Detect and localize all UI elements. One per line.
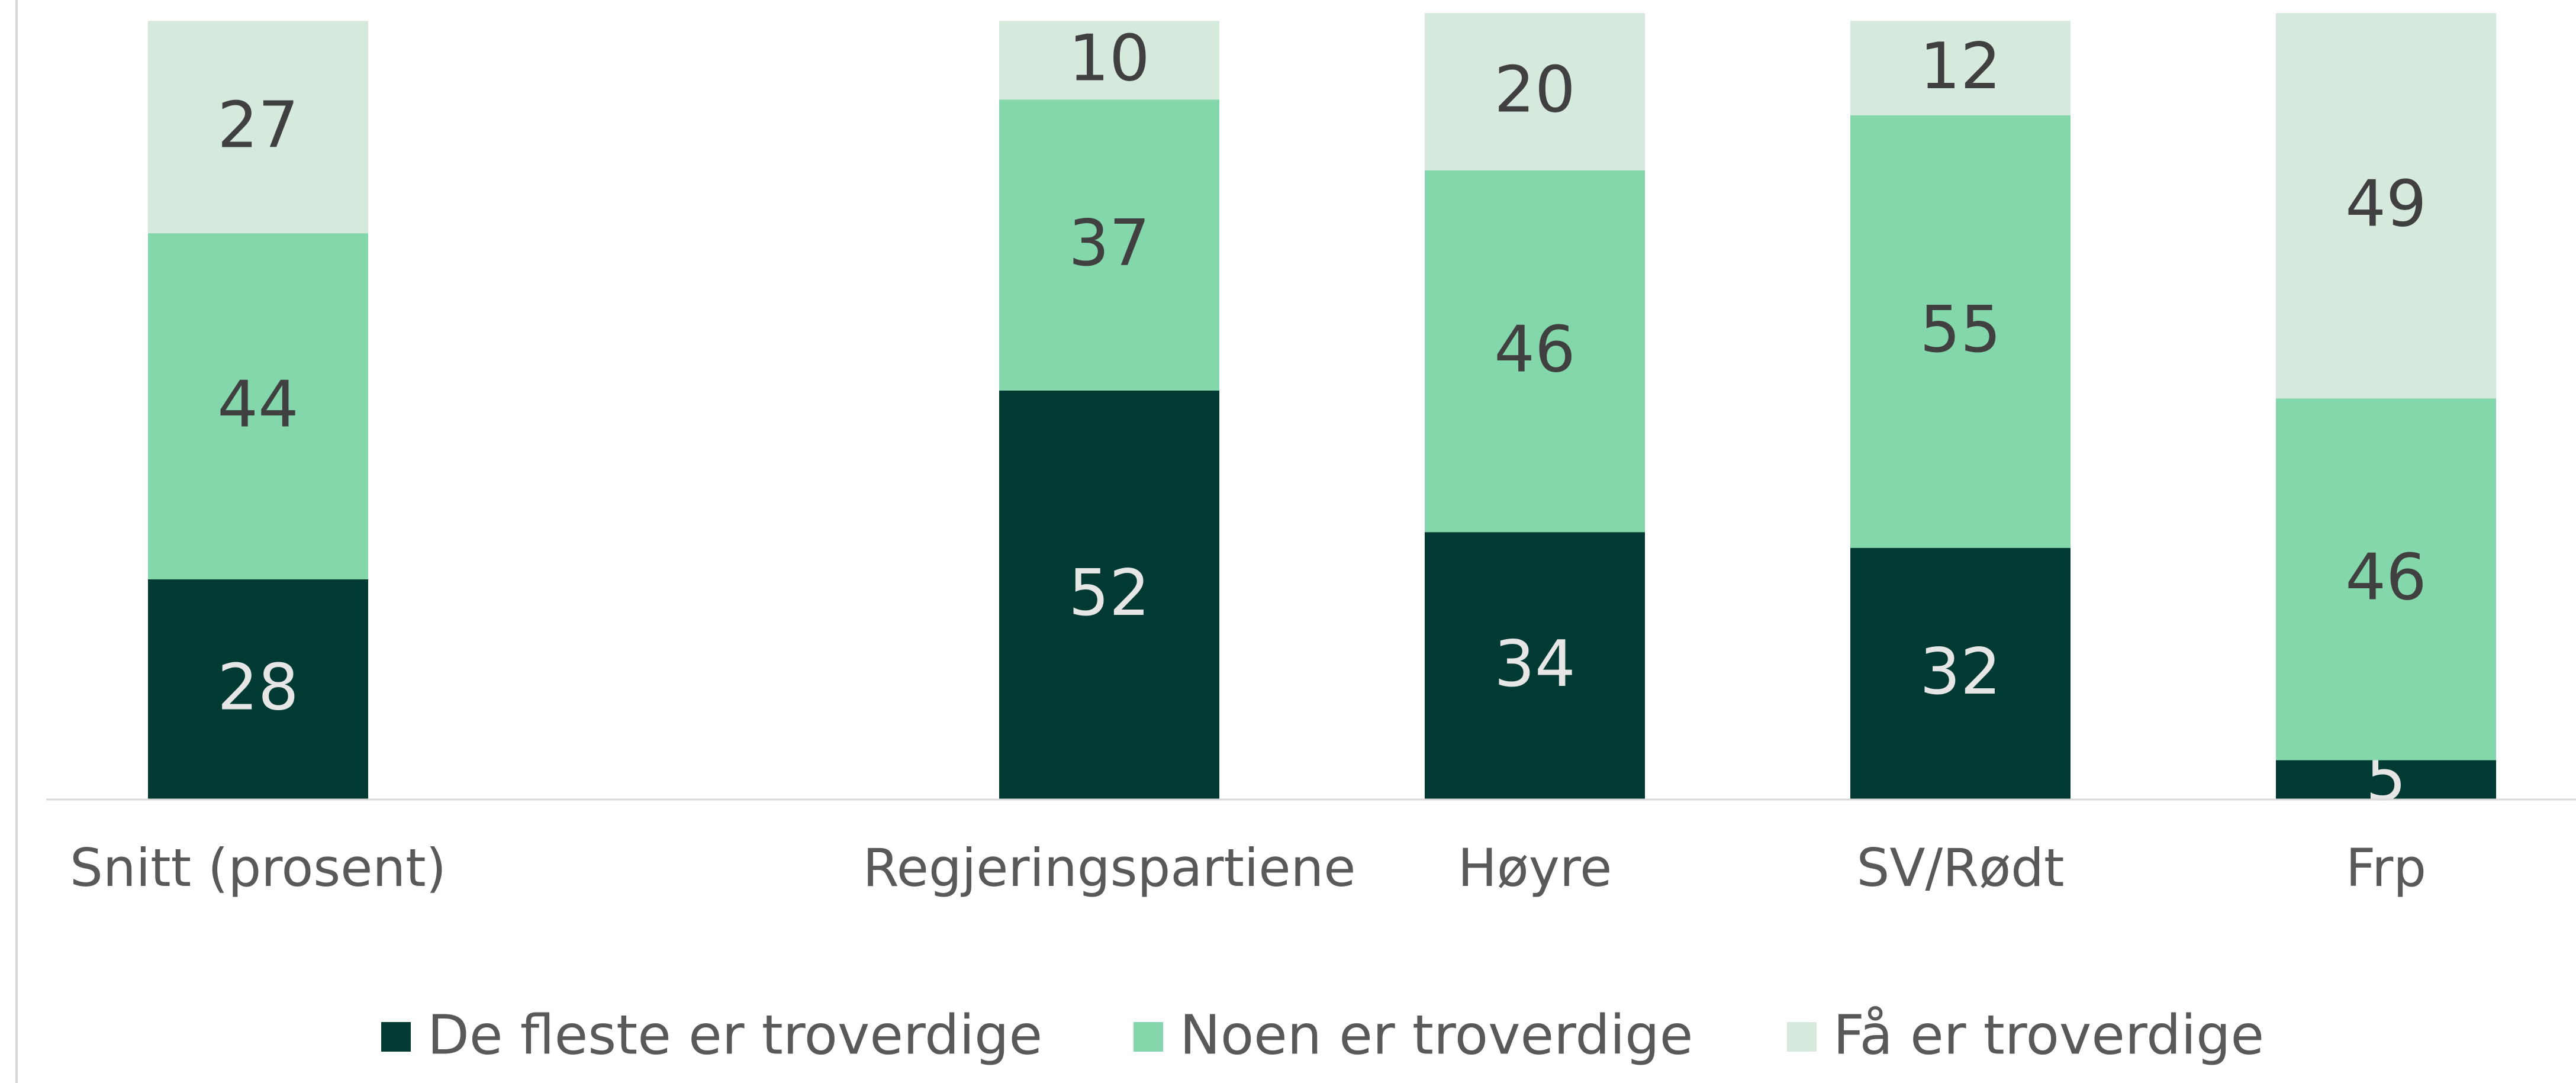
bar-segment <box>2276 398 2496 760</box>
bar-segment <box>999 99 1219 391</box>
data-label: 55 <box>1920 293 2001 367</box>
bar-segment <box>1425 170 1645 533</box>
legend-swatch <box>381 1022 411 1052</box>
bar-segment <box>148 21 368 234</box>
bar-segment <box>1850 21 2071 115</box>
data-label: 32 <box>1920 635 2001 709</box>
bar-segment <box>2276 760 2496 800</box>
data-label: 10 <box>1068 22 1149 96</box>
x-tick-label: Høyre <box>1458 837 1612 898</box>
bar-segment <box>1850 547 2071 800</box>
bar-segment <box>1850 115 2071 548</box>
data-label: 46 <box>1494 312 1575 386</box>
data-label: 46 <box>2345 541 2426 615</box>
data-label: 37 <box>1068 207 1149 281</box>
bar-segment <box>148 579 368 800</box>
bar-segment <box>2276 13 2496 399</box>
bar-segment <box>999 21 1219 100</box>
bar-segment <box>1425 13 1645 170</box>
legend-swatch <box>1134 1022 1163 1052</box>
legend-label: De fleste er troverdige <box>427 1003 1042 1066</box>
x-tick-label: SV/Rødt <box>1856 837 2064 898</box>
bar-segment <box>148 233 368 579</box>
data-label: 20 <box>1494 53 1575 127</box>
legend-swatch <box>1787 1022 1817 1052</box>
legend-label: Noen er troverdige <box>1180 1003 1693 1066</box>
data-label: 34 <box>1494 627 1575 701</box>
data-label: 49 <box>2345 167 2426 241</box>
data-label: 12 <box>1920 30 2001 104</box>
data-label: 44 <box>217 368 298 441</box>
data-label: 27 <box>217 88 298 162</box>
legend-label: Få er troverdige <box>1833 1003 2264 1066</box>
x-tick-label: Frp <box>2346 837 2426 898</box>
data-label: 28 <box>217 651 298 725</box>
bar-segment <box>1425 532 1645 800</box>
x-tick-label: Snitt (prosent) <box>70 837 446 898</box>
data-label: 52 <box>1068 556 1149 630</box>
bar-segment <box>999 390 1219 800</box>
x-tick-label: Regjeringspartiene <box>863 837 1356 898</box>
